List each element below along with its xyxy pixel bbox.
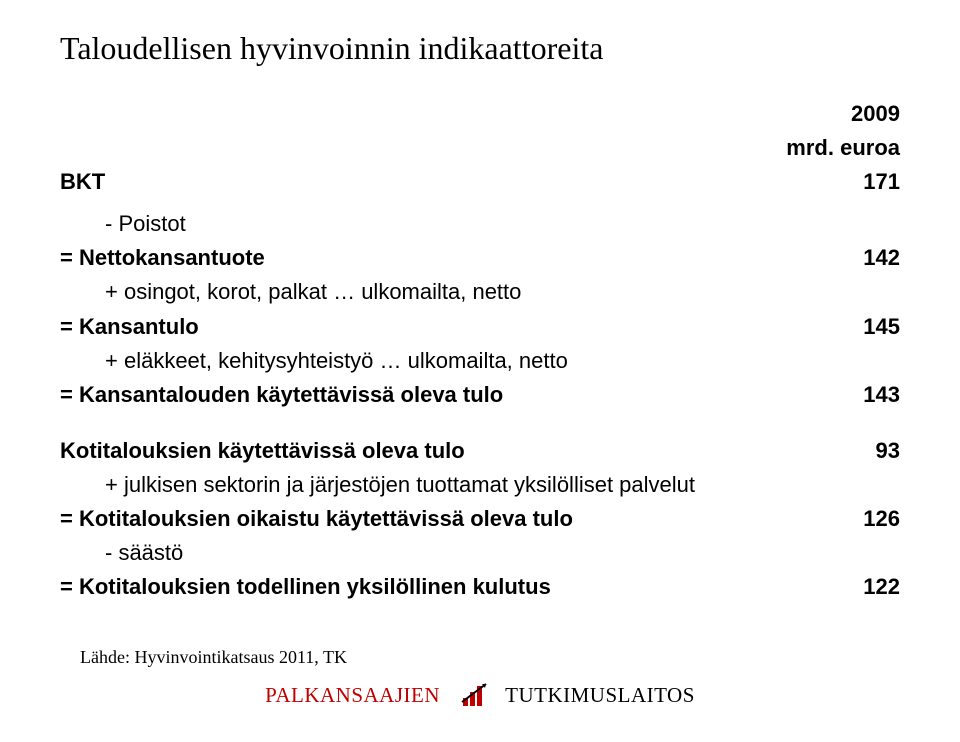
row-value: 143 [780, 378, 910, 412]
row-label: Kotitalouksien käytettävissä oleva tulo [60, 434, 780, 468]
table-row: = Kotitalouksien todellinen yksilöllinen… [60, 570, 910, 604]
header-unit: mrd. euroa [780, 131, 910, 165]
table-row: Kotitalouksien käytettävissä oleva tulo … [60, 434, 910, 468]
row-label: BKT [60, 165, 780, 199]
footer-brand-right: TUTKIMUSLAITOS [505, 683, 695, 707]
row-value: 145 [780, 310, 910, 344]
footer: PALKANSAAJIEN TUTKIMUSLAITOS [0, 680, 960, 714]
table-row: = Kotitalouksien oikaistu käytettävissä … [60, 502, 910, 536]
table-row: - säästö [60, 536, 910, 570]
row-label: + osingot, korot, palkat … ulkomailta, n… [60, 275, 780, 309]
row-value: 171 [780, 165, 910, 199]
row-value: 142 [780, 241, 910, 275]
table-row: = Nettokansantuote 142 [60, 241, 910, 275]
table-row: = Kansantalouden käytettävissä oleva tul… [60, 378, 910, 412]
row-value: 126 [780, 502, 910, 536]
row-label: = Kansantalouden käytettävissä oleva tul… [60, 378, 780, 412]
row-value: 93 [780, 434, 910, 468]
table-row: + osingot, korot, palkat … ulkomailta, n… [60, 275, 910, 309]
row-value: 122 [780, 570, 910, 604]
row-label: = Kansantulo [60, 310, 780, 344]
page-title: Taloudellisen hyvinvoinnin indikaattorei… [60, 30, 910, 67]
header-unit-row: mrd. euroa [60, 131, 910, 165]
footer-brand-left: PALKANSAAJIEN [265, 683, 440, 707]
row-label: - säästö [60, 536, 780, 570]
row-label: + julkisen sektorin ja järjestöjen tuott… [60, 468, 780, 502]
row-label: - Poistot [60, 207, 780, 241]
table-row: + eläkkeet, kehitysyhteistyö … ulkomailt… [60, 344, 910, 378]
table-row: BKT 171 [60, 165, 910, 199]
content-block: 2009 mrd. euroa BKT 171 - Poistot = Nett… [60, 97, 910, 672]
header-year-row: 2009 [60, 97, 910, 131]
spacer [60, 412, 910, 434]
row-label: = Kotitalouksien oikaistu käytettävissä … [60, 502, 780, 536]
source-text: Lähde: Hyvinvointikatsaus 2011, TK [60, 644, 910, 672]
slide: Taloudellisen hyvinvoinnin indikaattorei… [0, 0, 960, 742]
table-row: + julkisen sektorin ja järjestöjen tuott… [60, 468, 910, 502]
row-label: + eläkkeet, kehitysyhteistyö … ulkomailt… [60, 344, 780, 378]
table-row: - Poistot [60, 207, 910, 241]
spacer [60, 199, 910, 207]
row-label: = Nettokansantuote [60, 241, 780, 275]
row-label: = Kotitalouksien todellinen yksilöllinen… [60, 570, 780, 604]
header-year: 2009 [780, 97, 910, 131]
footer-logo-icon [460, 680, 490, 714]
table-row: = Kansantulo 145 [60, 310, 910, 344]
